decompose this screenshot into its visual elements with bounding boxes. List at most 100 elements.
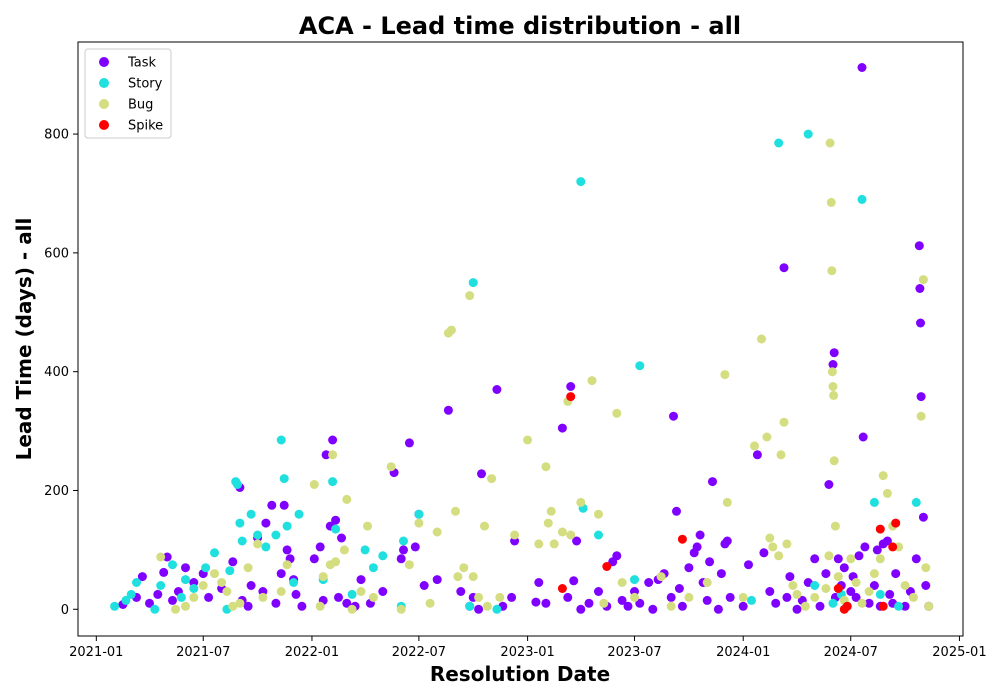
data-point xyxy=(271,598,281,608)
data-point xyxy=(189,584,199,593)
data-point xyxy=(297,601,307,611)
data-point xyxy=(858,432,868,442)
data-point xyxy=(279,500,289,510)
data-point xyxy=(891,518,901,528)
data-point xyxy=(576,497,586,507)
legend-items: Task Story Bug Spike xyxy=(99,56,163,134)
legend-marker-bug xyxy=(99,99,109,109)
x-tick-label: 2025-01 xyxy=(932,645,986,660)
data-point xyxy=(159,567,169,577)
data-point xyxy=(833,584,843,593)
data-point xyxy=(276,435,286,445)
data-point xyxy=(918,512,928,522)
data-point xyxy=(672,506,681,516)
data-point xyxy=(168,595,177,605)
data-point xyxy=(702,595,712,605)
data-point xyxy=(334,592,343,602)
data-point xyxy=(235,518,245,528)
data-point xyxy=(465,601,475,611)
data-point xyxy=(851,578,861,587)
data-point xyxy=(725,592,735,602)
data-point xyxy=(396,604,406,614)
data-point xyxy=(261,518,271,528)
data-point xyxy=(765,587,775,596)
data-point xyxy=(347,604,357,614)
x-tick-label: 2023-07 xyxy=(607,645,661,660)
data-point xyxy=(594,509,603,519)
data-point xyxy=(815,601,825,611)
y-tick-label: 0 xyxy=(61,603,69,618)
data-point xyxy=(282,545,292,555)
data-point xyxy=(396,554,406,564)
data-point xyxy=(222,587,232,596)
data-point xyxy=(419,581,429,590)
data-point xyxy=(821,569,831,579)
data-point xyxy=(584,598,594,608)
data-point xyxy=(271,530,281,540)
data-point xyxy=(894,601,904,611)
data-point xyxy=(235,598,245,608)
data-point xyxy=(810,554,820,564)
data-point xyxy=(918,275,928,285)
data-point xyxy=(309,480,319,489)
data-point xyxy=(456,587,466,596)
legend-label-bug: Bug xyxy=(128,98,153,113)
data-point xyxy=(762,432,772,442)
data-point xyxy=(162,552,172,562)
data-point xyxy=(872,545,882,555)
data-point xyxy=(204,592,214,602)
data-point xyxy=(339,545,349,555)
data-point xyxy=(566,382,576,391)
data-point xyxy=(541,598,551,608)
data-point xyxy=(612,408,622,418)
data-point xyxy=(482,601,492,611)
y-tick-label: 600 xyxy=(44,246,69,261)
data-point xyxy=(747,595,756,605)
series-bug xyxy=(156,138,934,614)
data-point xyxy=(759,548,769,558)
data-point xyxy=(635,361,645,371)
data-point xyxy=(432,527,442,537)
data-point xyxy=(267,500,277,510)
data-point xyxy=(563,592,573,602)
data-point xyxy=(684,592,694,602)
data-point xyxy=(716,569,726,579)
data-point xyxy=(477,469,486,479)
data-point xyxy=(860,542,870,552)
data-point xyxy=(869,581,879,590)
data-point xyxy=(776,450,786,460)
data-point xyxy=(857,598,867,608)
data-point xyxy=(363,521,372,531)
data-point xyxy=(356,587,366,596)
legend-label-story: Story xyxy=(128,77,163,92)
data-point xyxy=(399,545,408,555)
data-point xyxy=(328,435,338,445)
data-point xyxy=(825,138,835,148)
data-point xyxy=(885,589,895,599)
data-point xyxy=(765,533,775,543)
data-point xyxy=(531,597,541,607)
data-point xyxy=(854,551,864,561)
data-point xyxy=(839,563,849,573)
data-point xyxy=(829,456,839,466)
data-point xyxy=(684,563,694,573)
data-point xyxy=(916,411,926,421)
data-point xyxy=(882,536,892,546)
data-point xyxy=(233,480,242,489)
data-point xyxy=(507,592,517,602)
data-point xyxy=(258,592,268,602)
legend-label-spike: Spike xyxy=(128,119,163,134)
data-point xyxy=(921,563,931,573)
data-point xyxy=(916,318,925,328)
data-point xyxy=(630,592,639,602)
data-point xyxy=(722,497,732,507)
data-point xyxy=(666,592,676,602)
data-point xyxy=(692,542,702,552)
data-point xyxy=(878,601,888,611)
data-point xyxy=(331,524,341,534)
data-point xyxy=(846,587,856,596)
data-point xyxy=(282,521,292,531)
data-point xyxy=(878,471,888,481)
data-point xyxy=(916,392,926,402)
data-point xyxy=(328,450,338,460)
